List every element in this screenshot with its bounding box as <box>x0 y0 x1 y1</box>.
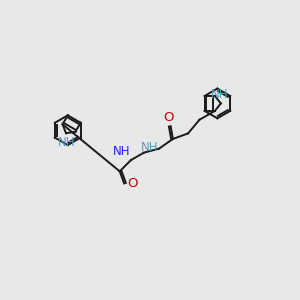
Text: NH: NH <box>58 136 76 149</box>
Text: NH: NH <box>211 88 229 101</box>
Text: O: O <box>164 111 174 124</box>
Text: NH: NH <box>112 145 130 158</box>
Text: NH: NH <box>141 141 158 154</box>
Text: O: O <box>127 177 138 190</box>
